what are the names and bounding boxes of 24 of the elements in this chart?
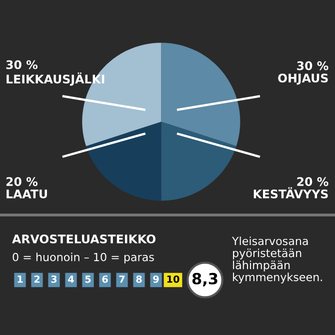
text: 0 = huonoin – 10 = paras [12,252,154,264]
text: 10 [167,275,180,283]
slice-label: LAATU [6,190,47,198]
text: 5 [85,276,91,283]
pie-slice [161,42,240,146]
data-label: 30 % [297,61,328,70]
text: 8,3 [192,272,218,286]
text: 7 [119,276,125,283]
text: ARVOSTELUASTEIKKO [12,234,156,244]
text: 6 [102,275,108,283]
text: 8 [136,275,142,283]
data-label: 20 % [297,177,328,186]
text: 4 [68,276,74,283]
slice-label: KESTÄVYYS [254,187,328,198]
pie-slice [86,122,162,201]
text: 2 [34,275,40,283]
text: 9 [153,275,159,283]
data-label: 20 % [6,177,38,186]
data-label: 30 % [6,60,38,70]
text: Yleisarvosana pyöristetään lähimpään kymmenykseen. [232,236,322,284]
text: 3 [51,275,57,283]
text: 1 [18,276,23,283]
slice-label: OHJAUS [278,74,328,85]
pie-slice [161,122,236,201]
